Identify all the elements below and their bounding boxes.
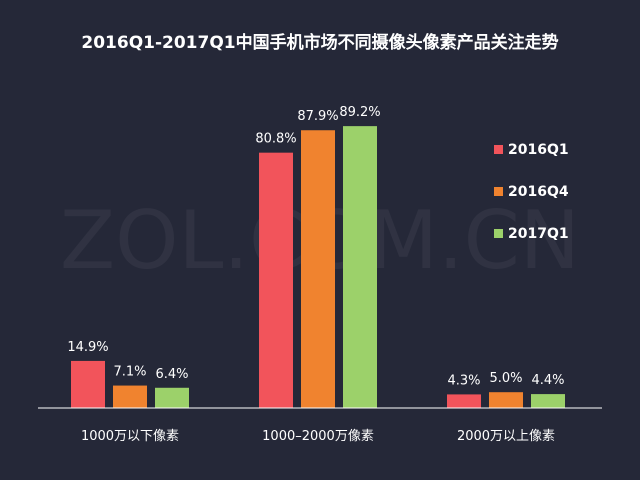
data-label-2016q4-3: 5.0% bbox=[489, 371, 522, 386]
data-label-2017q1-3: 4.4% bbox=[531, 373, 564, 388]
legend-label-2016q4: 2016Q4 bbox=[508, 184, 569, 200]
x-tick-label-2: 1000–2000万像素 bbox=[262, 429, 374, 444]
x-tick-label-1: 1000万以下像素 bbox=[81, 429, 179, 444]
data-label-2016q1-2: 80.8% bbox=[255, 132, 296, 147]
bar-2017q1-2 bbox=[343, 126, 377, 409]
data-label-2016q4-2: 87.9% bbox=[297, 109, 338, 124]
legend-swatch-2016q4 bbox=[494, 187, 503, 196]
bar-2016q4-1 bbox=[113, 385, 147, 408]
bar-2017q1-3 bbox=[531, 394, 565, 408]
data-label-2017q1-2: 89.2% bbox=[339, 105, 380, 120]
bar-2016q4-3 bbox=[489, 392, 523, 408]
legend-swatch-2016q1 bbox=[494, 145, 503, 154]
legend-swatch-2017q1 bbox=[494, 229, 503, 238]
data-label-2017q1-1: 6.4% bbox=[155, 367, 188, 382]
x-tick-labels: 1000万以下像素 1000–2000万像素 2000万以上像素 bbox=[81, 429, 555, 444]
legend-label-2017q1: 2017Q1 bbox=[508, 226, 569, 242]
chart-title: 2016Q1-2017Q1中国手机市场不同摄像头像素产品关注走势 bbox=[81, 32, 558, 53]
bar-2016q1-2 bbox=[259, 152, 293, 408]
data-label-2016q4-1: 7.1% bbox=[113, 365, 146, 380]
bar-2016q1-1 bbox=[71, 360, 105, 408]
data-label-2016q1-1: 14.9% bbox=[67, 340, 108, 355]
bar-2016q1-3 bbox=[447, 394, 481, 408]
bars-layer bbox=[71, 126, 565, 409]
legend: 2016Q1 2016Q4 2017Q1 bbox=[494, 142, 569, 242]
data-label-2016q1-3: 4.3% bbox=[447, 373, 480, 388]
legend-label-2016q1: 2016Q1 bbox=[508, 142, 569, 158]
data-labels-layer: 14.9% 7.1% 6.4% 80.8%87.9% 89.2% 4.3% 5.0% 4.4% bbox=[67, 105, 564, 388]
bar-2017q1-1 bbox=[155, 387, 189, 408]
x-tick-label-3: 2000万以上像素 bbox=[457, 429, 555, 444]
bar-2016q4-2 bbox=[301, 130, 335, 408]
